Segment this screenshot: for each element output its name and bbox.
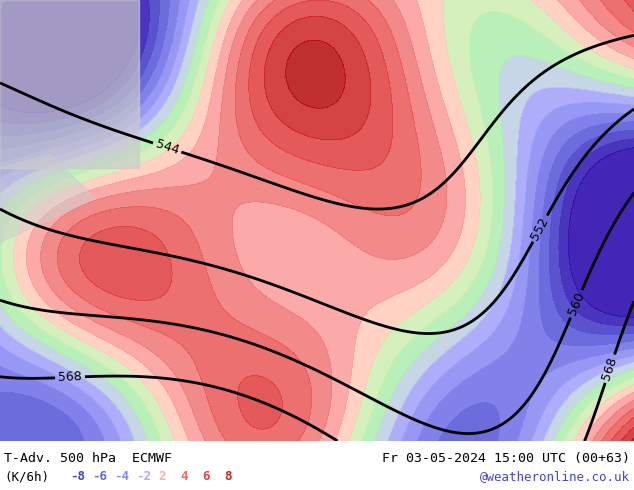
Polygon shape: [0, 154, 95, 243]
Text: 560: 560: [566, 290, 587, 318]
Text: 2: 2: [158, 470, 165, 483]
Text: Fr 03-05-2024 15:00 UTC (00+63): Fr 03-05-2024 15:00 UTC (00+63): [382, 452, 630, 465]
Text: 6: 6: [202, 470, 209, 483]
Text: 568: 568: [58, 370, 82, 384]
Text: 4: 4: [180, 470, 188, 483]
Text: -8: -8: [70, 470, 85, 483]
Text: (K/6h): (K/6h): [4, 470, 49, 483]
Text: 552: 552: [529, 215, 552, 242]
Text: -4: -4: [114, 470, 129, 483]
Text: 544: 544: [154, 138, 181, 157]
Polygon shape: [0, 0, 139, 168]
Text: 8: 8: [224, 470, 231, 483]
Text: T-Adv. 500 hPa  ECMWF: T-Adv. 500 hPa ECMWF: [4, 452, 172, 465]
Text: -6: -6: [92, 470, 107, 483]
Text: @weatheronline.co.uk: @weatheronline.co.uk: [480, 470, 630, 483]
Text: 568: 568: [600, 355, 620, 382]
Text: -2: -2: [136, 470, 151, 483]
